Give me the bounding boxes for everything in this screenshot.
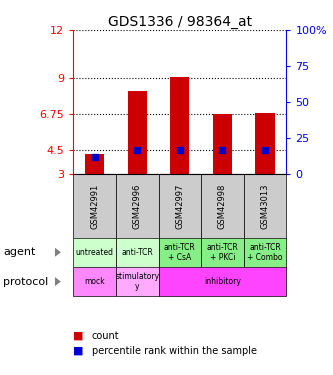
Bar [159, 238, 201, 267]
Bar [116, 238, 159, 267]
Text: anti-TCR
+ Combo: anti-TCR + Combo [247, 243, 283, 262]
Bar [201, 174, 244, 238]
Bar [85, 153, 104, 174]
Title: GDS1336 / 98364_at: GDS1336 / 98364_at [108, 15, 252, 29]
Text: anti-TCR
+ PKCi: anti-TCR + PKCi [206, 243, 238, 262]
Bar [201, 238, 244, 267]
Text: GSM43013: GSM43013 [260, 183, 270, 229]
Text: percentile rank within the sample: percentile rank within the sample [92, 346, 256, 355]
Text: stimulatory
y: stimulatory y [115, 272, 159, 291]
Bar [159, 174, 201, 238]
Text: ■: ■ [73, 346, 84, 355]
Bar [159, 267, 286, 296]
Bar [170, 77, 189, 174]
Text: untreated: untreated [76, 248, 114, 257]
Bar [255, 113, 275, 174]
Bar [73, 174, 116, 238]
Text: inhibitory: inhibitory [204, 277, 241, 286]
Text: agent: agent [3, 247, 36, 257]
Bar [128, 91, 147, 174]
Bar [244, 174, 286, 238]
Bar [244, 238, 286, 267]
Bar [73, 267, 116, 296]
Text: ■: ■ [73, 331, 84, 340]
Text: GSM42997: GSM42997 [175, 183, 184, 229]
Text: count: count [92, 331, 119, 340]
Text: GSM42991: GSM42991 [90, 183, 99, 229]
Bar [116, 174, 159, 238]
Bar [73, 238, 116, 267]
Text: anti-TCR: anti-TCR [121, 248, 153, 257]
Text: GSM42996: GSM42996 [133, 183, 142, 229]
Text: GSM42998: GSM42998 [218, 183, 227, 229]
Text: mock: mock [84, 277, 105, 286]
Text: protocol: protocol [3, 277, 49, 286]
Bar [213, 114, 232, 174]
Text: anti-TCR
+ CsA: anti-TCR + CsA [164, 243, 196, 262]
Bar [116, 267, 159, 296]
